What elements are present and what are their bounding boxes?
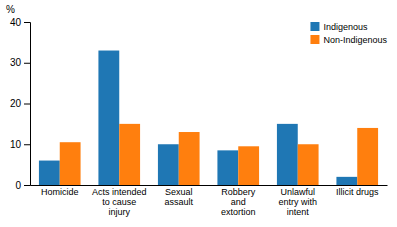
y-tick-label: 0	[15, 180, 21, 191]
x-tick-label-line: and	[231, 197, 246, 207]
x-tick-label-line: Sexual	[165, 187, 193, 197]
x-tick-label-line: Robbery	[221, 187, 256, 197]
bar	[119, 124, 140, 185]
x-tick-label: Sexualassault	[164, 187, 193, 207]
y-tick-mark	[24, 63, 30, 64]
bars	[39, 51, 378, 185]
legend-label: Non-Indigenous	[323, 35, 387, 45]
y-axis-line	[24, 23, 31, 186]
x-tick-label-line: injury	[108, 207, 130, 217]
chart-container: 010203040HomicideActs intendedto causein…	[0, 0, 397, 227]
x-tick: Illicit drugs	[336, 185, 379, 197]
y-tick: 10	[10, 139, 30, 150]
x-tick: Robberyandextortion	[221, 185, 256, 217]
plot: 010203040HomicideActs intendedto causein…	[6, 4, 388, 217]
x-tick: Unlawfulentry withintent	[278, 185, 317, 217]
x-tick-label: Illicit drugs	[336, 187, 379, 197]
y-tick-mark	[24, 104, 30, 105]
y-axis-title: %	[6, 4, 15, 15]
bar	[39, 161, 60, 185]
bar	[98, 51, 119, 185]
y-tick: 0	[15, 180, 30, 191]
legend-swatch	[310, 35, 319, 44]
bar	[158, 144, 179, 185]
bar	[238, 146, 259, 185]
x-tick-label-line: Unlawful	[280, 187, 315, 197]
y-tick-mark	[24, 144, 30, 145]
x-tick-label-line: extortion	[221, 207, 256, 217]
x-axis: Homicide Acts intendedto causeinjury Sexua…	[31, 185, 388, 217]
x-tick: Homicide	[41, 185, 79, 197]
y-tick: 30	[10, 57, 30, 68]
y-tick-mark	[24, 185, 30, 186]
y-tick-label: 20	[10, 98, 22, 109]
x-tick-label: Homicide	[41, 187, 79, 197]
x-tick-label-line: to cause	[102, 197, 136, 207]
x-tick: Sexualassault	[164, 185, 193, 207]
legend-label: Indigenous	[323, 22, 368, 32]
chart: 010203040HomicideActs intendedto causein…	[0, 0, 397, 227]
x-tick-label-line: entry with	[278, 197, 317, 207]
y-tick: 40	[10, 17, 30, 28]
bar	[179, 132, 200, 185]
bar	[277, 124, 298, 185]
x-tick-label-line: Acts intended	[92, 187, 147, 197]
x-tick: Acts intendedto causeinjury	[92, 185, 147, 217]
x-tick-label-line: assault	[164, 197, 193, 207]
y-tick-label: 30	[10, 57, 22, 68]
x-tick-label-line: Illicit drugs	[336, 187, 379, 197]
y-tick: 20	[10, 98, 30, 109]
x-tick-label: Unlawfulentry withintent	[278, 187, 317, 217]
bar	[298, 144, 319, 185]
x-tick-label: Acts intendedto causeinjury	[92, 187, 147, 217]
x-axis-line	[31, 185, 388, 186]
x-tick-label: Robberyandextortion	[221, 187, 256, 217]
x-tick-label-line: intent	[287, 207, 310, 217]
x-tick-label-line: Homicide	[41, 187, 79, 197]
legend-swatch	[310, 22, 319, 31]
legend-item: Indigenous	[310, 22, 368, 32]
bar	[357, 128, 378, 185]
legend-item: Non-Indigenous	[310, 35, 387, 45]
bar	[60, 142, 81, 185]
y-axis: 0 10 20 30 40	[10, 17, 31, 191]
legend: Indigenous Non-Indigenous	[310, 22, 387, 45]
bar	[336, 177, 357, 185]
y-tick-mark	[24, 22, 30, 23]
bar	[217, 150, 238, 185]
y-tick-label: 10	[10, 139, 22, 150]
y-tick-label: 40	[10, 17, 22, 28]
